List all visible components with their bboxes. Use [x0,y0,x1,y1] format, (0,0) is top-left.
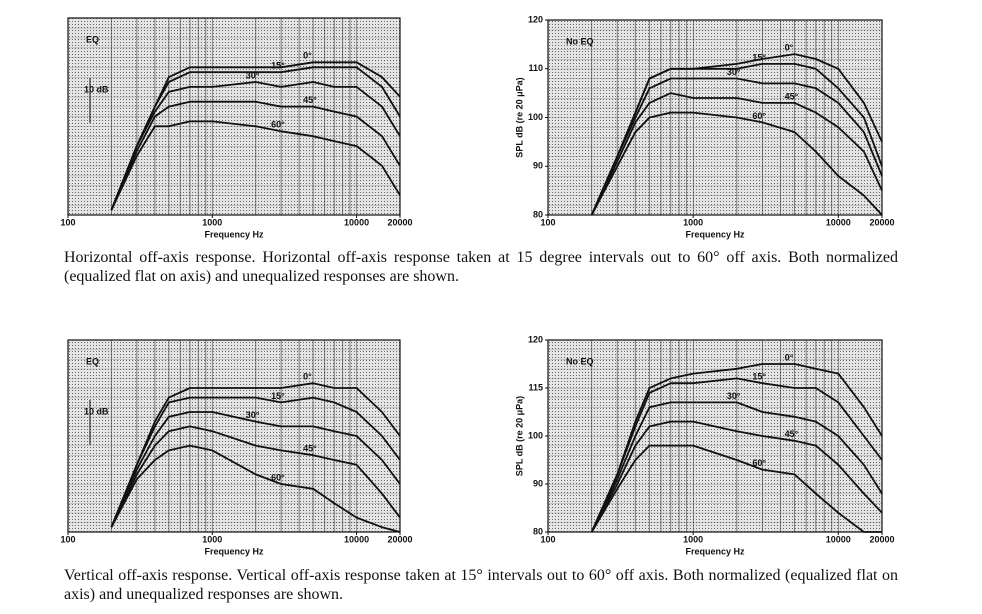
plot-grid [68,18,400,215]
response-curve [590,63,883,216]
plot-grid [548,20,882,215]
y-tick-label: 90 [533,478,543,488]
y-tick-label: 90 [533,161,543,171]
curve-label: 15° [752,52,766,62]
annotation: EQ [86,34,99,44]
y-tick-label: 115 [528,382,543,392]
y-axis-title: SPL dB (re 20 μPa) [514,77,524,157]
curve-label: 45° [303,95,317,105]
response-curve [110,382,401,528]
annotation: No EQ [566,36,594,46]
y-tick-label: 80 [533,526,543,536]
caption: Vertical off-axis response. Vertical off… [64,567,898,603]
x-tick-label: 20000 [387,534,412,544]
response-curve [590,77,883,216]
response-curve [590,363,883,533]
curve-label: 15° [752,372,766,382]
scale-label: 10 dB [84,84,109,94]
curve-label: 0° [303,51,312,61]
y-axis-title: SPL dB (re 20 μPa) [514,396,524,476]
x-axis-title: Frequency Hz [204,229,264,239]
plot-grid [68,340,400,532]
x-tick-label: 10000 [344,534,369,544]
curve-label: 30° [246,70,260,80]
response-curve [110,66,401,211]
curve-label: 0° [785,43,794,53]
response-curve [110,444,401,533]
curve-label: 15° [271,61,285,71]
x-tick-label: 20000 [387,217,412,227]
response-curve [590,377,883,533]
curve-label: 45° [785,429,799,439]
x-tick-label: 20000 [869,217,894,227]
response-curve [590,401,883,533]
x-axis-title: Frequency Hz [685,546,745,556]
curve-label: 60° [752,111,766,121]
y-tick-label: 120 [528,14,543,24]
curve-label: 0° [785,352,794,362]
response-curve [110,425,401,528]
response-curve [590,444,882,533]
x-tick-label: 10000 [826,534,851,544]
x-tick-label: 100 [60,534,75,544]
x-axis-title: Frequency Hz [204,546,264,556]
x-tick-label: 100 [540,534,555,544]
y-tick-label: 120 [528,334,543,344]
annotation: No EQ [566,356,594,366]
response-curve [110,100,401,211]
x-tick-label: 1000 [202,217,222,227]
curve-label: 15° [271,391,285,401]
x-tick-label: 10000 [826,217,851,227]
curve-label: 60° [271,120,285,130]
curve-label: 60° [271,472,285,482]
x-tick-label: 10000 [344,217,369,227]
curve-label: 45° [785,91,799,101]
response-curve [590,420,883,533]
y-tick-label: 100 [528,112,543,122]
curve-label: 0° [303,372,312,382]
x-tick-label: 1000 [683,534,703,544]
curve-label: 60° [752,458,766,468]
response-curve [110,411,401,528]
curve-label: 45° [303,444,317,454]
x-tick-label: 1000 [683,217,703,227]
x-tick-label: 20000 [869,534,894,544]
x-tick-label: 100 [540,217,555,227]
curve-label: 30° [246,410,260,420]
plot-grid [548,340,882,532]
response-curve [110,120,401,211]
curve-label: 30° [727,67,741,77]
response-curve [110,81,401,211]
y-tick-label: 110 [528,63,543,73]
annotation: EQ [86,356,99,366]
response-curve [590,92,883,216]
scale-label: 10 dB [84,406,109,416]
y-tick-label: 80 [533,209,543,219]
caption: Horizontal off-axis response. Horizontal… [64,249,898,285]
y-tick-label: 100 [528,430,543,440]
response-curve [110,396,401,528]
x-axis-title: Frequency Hz [685,229,745,239]
x-tick-label: 100 [60,217,75,227]
curve-label: 30° [727,391,741,401]
x-tick-label: 1000 [202,534,222,544]
response-curve [590,111,883,216]
